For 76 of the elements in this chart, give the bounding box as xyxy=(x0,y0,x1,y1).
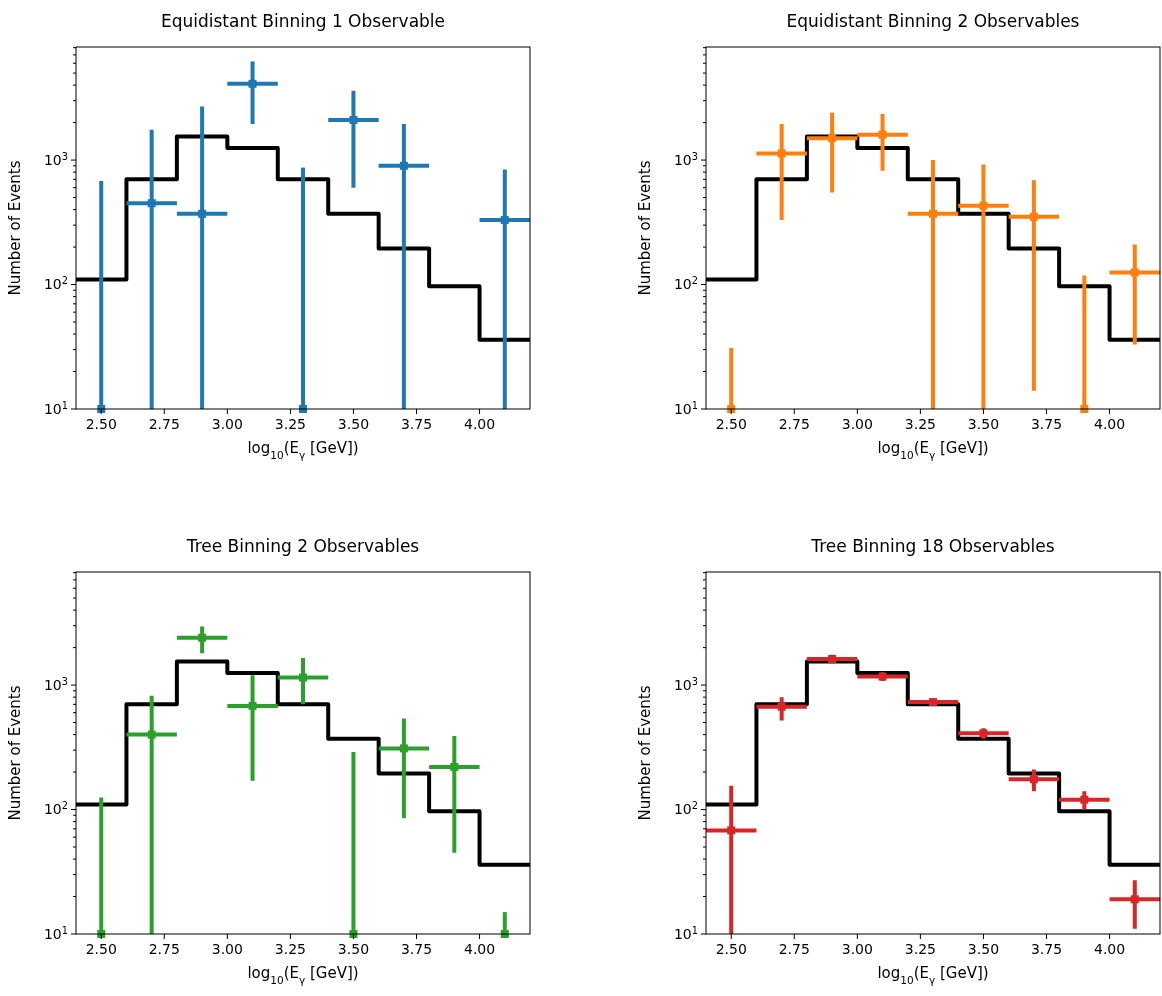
point xyxy=(878,130,887,139)
x-tick-label: 3.50 xyxy=(337,941,370,957)
x-tick-label: 2.75 xyxy=(778,416,810,432)
x-tick-label: 4.00 xyxy=(463,941,496,957)
point xyxy=(929,209,937,218)
point xyxy=(450,762,459,771)
x-tick-label: 3.50 xyxy=(337,416,370,432)
point xyxy=(399,161,408,170)
y-tick-label: 10$^{2}$ xyxy=(43,799,68,818)
x-tick-label: 3.25 xyxy=(274,416,306,432)
y-tick-label: 10$^{1}$ xyxy=(673,399,698,417)
x-tick-label: 3.25 xyxy=(904,941,936,957)
point xyxy=(979,201,988,210)
x-tick-label: 3.25 xyxy=(274,941,306,957)
x-tick-label: 3.00 xyxy=(211,941,243,957)
y-tick-label: 10$^{3}$ xyxy=(43,675,68,693)
x-axis-title: log$_{10}$(E$_{γ}$ [GeV]) xyxy=(247,439,359,461)
point xyxy=(777,149,786,158)
y-tick-label: 10$^{1}$ xyxy=(673,924,698,942)
point xyxy=(1029,775,1038,784)
x-tick-label: 3.50 xyxy=(967,416,1000,432)
point xyxy=(500,216,509,224)
y-axis-title: Number of Events xyxy=(6,160,24,296)
y-tick-label: 10$^{3}$ xyxy=(43,150,68,168)
x-tick-label: 3.75 xyxy=(400,941,433,957)
x-tick-label: 3.75 xyxy=(1030,941,1063,957)
x-tick-label: 4.00 xyxy=(463,416,496,432)
point xyxy=(248,701,257,710)
point xyxy=(248,79,257,88)
chart-title: Equidistant Binning 2 Observables xyxy=(786,11,1080,31)
y-tick-label: 10$^{3}$ xyxy=(673,150,698,168)
y-tick-label: 10$^{2}$ xyxy=(43,274,68,293)
x-axis-title: log$_{10}$(E$_{γ}$ [GeV]) xyxy=(247,964,359,986)
y-tick-label: 10$^{3}$ xyxy=(673,675,698,693)
y-tick-label: 10$^{1}$ xyxy=(43,399,68,417)
chart-title: Tree Binning 2 Observables xyxy=(185,536,420,556)
x-tick-label: 3.50 xyxy=(967,941,1000,957)
chart-title: Equidistant Binning 1 Observable xyxy=(160,11,446,31)
point xyxy=(399,744,408,753)
point xyxy=(1130,895,1139,904)
x-tick-label: 3.75 xyxy=(400,416,433,432)
point xyxy=(299,673,307,682)
x-tick-label: 2.50 xyxy=(85,416,117,432)
point xyxy=(1130,268,1139,277)
x-tick-label: 2.75 xyxy=(148,941,180,957)
y-axis-title: Number of Events xyxy=(6,685,24,821)
x-tick-label: 4.00 xyxy=(1093,941,1126,957)
x-tick-label: 3.25 xyxy=(904,416,936,432)
point xyxy=(777,702,786,711)
x-axis-title: log$_{10}$(E$_{γ}$ [GeV]) xyxy=(877,964,989,986)
x-tick-label: 2.75 xyxy=(778,941,810,957)
x-tick-label: 4.00 xyxy=(1093,416,1126,432)
x-tick-label: 2.50 xyxy=(85,941,117,957)
x-tick-label: 3.75 xyxy=(1030,416,1063,432)
x-tick-label: 2.50 xyxy=(715,416,747,432)
y-axis-title: Number of Events xyxy=(636,160,654,296)
y-tick-label: 10$^{2}$ xyxy=(673,799,698,818)
x-tick-label: 2.75 xyxy=(148,416,180,432)
point xyxy=(147,730,156,739)
x-tick-label: 3.00 xyxy=(211,416,243,432)
chart-title: Tree Binning 18 Observables xyxy=(810,536,1055,556)
point xyxy=(198,209,207,218)
y-tick-label: 10$^{1}$ xyxy=(43,924,68,942)
y-axis-title: Number of Events xyxy=(636,685,654,821)
point xyxy=(1029,212,1038,221)
point xyxy=(1080,795,1089,804)
x-tick-label: 3.00 xyxy=(841,416,873,432)
point xyxy=(198,633,207,642)
x-tick-label: 3.00 xyxy=(841,941,873,957)
y-tick-label: 10$^{2}$ xyxy=(673,274,698,293)
point xyxy=(147,199,156,208)
point xyxy=(727,826,736,835)
point xyxy=(828,134,837,143)
x-tick-label: 2.50 xyxy=(715,941,747,957)
x-axis-title: log$_{10}$(E$_{γ}$ [GeV]) xyxy=(877,439,989,461)
point xyxy=(349,115,358,124)
